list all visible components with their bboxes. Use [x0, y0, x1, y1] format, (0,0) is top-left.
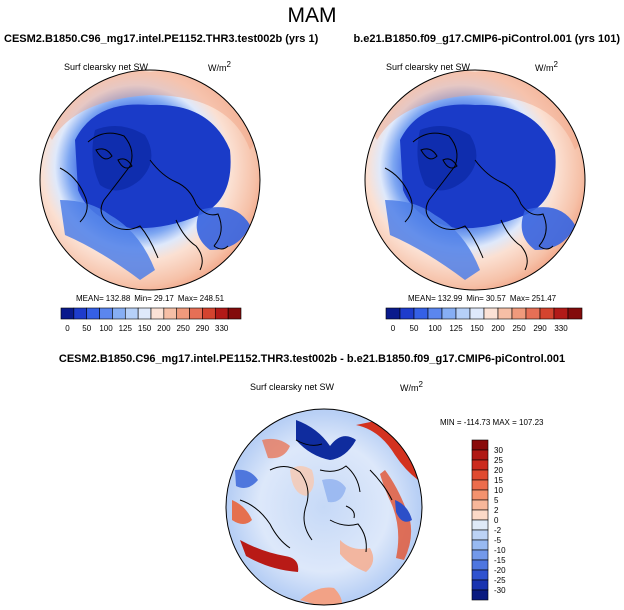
colorbar-left: 0 50 100 125 150 200 250 290 330	[60, 307, 242, 333]
units-label-right: W/m2	[535, 60, 559, 73]
colorbar-tick-label: 50	[410, 324, 419, 333]
colorbar-swatch	[471, 509, 489, 521]
case-title-diff: CESM2.B1850.C96_mg17.intel.PE1152.THR3.t…	[59, 353, 565, 365]
colorbar-swatch	[86, 307, 100, 320]
colorbar-swatch	[471, 469, 489, 481]
variable-label-left: Surf clearsky net SW	[64, 62, 149, 72]
colorbar-tick-label: 0	[391, 324, 396, 333]
colorbar-tick-label: 250	[176, 324, 190, 333]
colorbar-tick-label: 150	[138, 324, 152, 333]
colorbar-swatch	[471, 479, 489, 491]
colorbar-swatch	[189, 307, 203, 320]
colorbar-tick-label: 100	[99, 324, 113, 333]
colorbar-tick-label: 125	[119, 324, 133, 333]
colorbar-tick-label: 2	[494, 506, 499, 515]
colorbar-swatch	[471, 519, 489, 531]
colorbar-swatch	[427, 307, 443, 320]
figure-title: MAM	[288, 4, 337, 27]
colorbar-swatch	[202, 307, 216, 320]
colorbar-tick-label: 20	[494, 466, 503, 475]
panel-diff: CESM2.B1850.C96_mg17.intel.PE1152.THR3.t…	[59, 353, 565, 606]
colorbar-swatch	[471, 529, 489, 541]
colorbar-swatch	[163, 307, 178, 320]
colorbar-swatch	[539, 307, 555, 320]
colorbar-tick-label: -25	[494, 576, 506, 585]
colorbar-tick-label: 0	[494, 516, 499, 525]
colorbar-swatch	[176, 307, 190, 320]
colorbar-swatch	[471, 499, 489, 511]
colorbar-swatch	[525, 307, 541, 320]
case-title-left: CESM2.B1850.C96_mg17.intel.PE1152.THR3.t…	[4, 33, 319, 45]
colorbar-tick-label: -5	[494, 536, 502, 545]
colorbar-swatch	[497, 307, 513, 320]
colorbar-swatch	[124, 307, 139, 320]
colorbar-swatch	[214, 307, 229, 320]
polar-map-diff	[225, 408, 423, 606]
colorbar-swatch	[99, 307, 113, 320]
colorbar-swatch	[567, 307, 583, 320]
colorbar-swatch	[469, 307, 485, 320]
colorbar-tick-label: 25	[494, 456, 503, 465]
colorbar-swatch	[112, 307, 126, 320]
colorbar-swatch	[441, 307, 457, 320]
colorbar-tick-label: -20	[494, 566, 506, 575]
colorbar-tick-label: 50	[82, 324, 91, 333]
stats-left: MEAN= 132.88 Min= 29.17 Max= 248.51	[76, 294, 225, 303]
colorbar-swatch	[150, 307, 165, 320]
colorbar-swatch	[455, 307, 471, 320]
colorbar-tick-label: 5	[494, 496, 499, 505]
polar-map-left	[39, 69, 261, 291]
colorbar-tick-label: 0	[65, 324, 70, 333]
colorbar-swatch	[553, 307, 569, 320]
colorbar-tick-label: 100	[428, 324, 442, 333]
colorbar-swatch	[137, 307, 152, 320]
colorbar-tick-label: 15	[494, 476, 503, 485]
colorbar-swatch	[471, 549, 489, 561]
colorbar-swatch	[471, 569, 489, 581]
colorbar-tick-label: -10	[494, 546, 506, 555]
colorbar-tick-label: -30	[494, 586, 506, 595]
colorbar-tick-label: -15	[494, 556, 506, 565]
units-label-diff: W/m2	[400, 380, 424, 393]
colorbar-tick-label: 150	[470, 324, 484, 333]
colorbar-tick-label: 290	[196, 324, 210, 333]
colorbar-tick-label: 290	[533, 324, 547, 333]
polar-map-right	[364, 69, 586, 291]
colorbar-swatch	[471, 579, 489, 591]
colorbar-tick-label: 125	[449, 324, 463, 333]
colorbar-swatch	[511, 307, 527, 320]
colorbar-swatch	[471, 559, 489, 571]
colorbar-swatch	[471, 439, 489, 451]
colorbar-swatch	[471, 589, 489, 601]
colorbar-swatch	[413, 307, 429, 320]
colorbar-swatch	[471, 539, 489, 551]
colorbar-tick-label: 330	[554, 324, 568, 333]
colorbar-tick-label: 250	[512, 324, 526, 333]
case-title-right: b.e21.B1850.f09_g17.CMIP6-piControl.001 …	[353, 33, 620, 45]
colorbar-swatch	[471, 459, 489, 471]
colorbar-tick-label: 10	[494, 486, 503, 495]
colorbar-swatch	[471, 449, 489, 461]
colorbar-tick-label: 200	[157, 324, 171, 333]
colorbar-right: 0 50 100 125 150 200 250 290 330	[385, 307, 583, 333]
colorbar-tick-label: 200	[491, 324, 505, 333]
colorbar-tick-label: 30	[494, 446, 503, 455]
units-label-left: W/m2	[208, 60, 232, 73]
colorbar-swatch	[73, 307, 88, 320]
colorbar-swatch	[227, 307, 242, 320]
stats-diff: MIN = -114.73 MAX = 107.23	[440, 418, 544, 427]
colorbar-swatch	[399, 307, 415, 320]
colorbar-tick-label: -2	[494, 526, 502, 535]
colorbar-swatch	[483, 307, 499, 320]
panel-right: b.e21.B1850.f09_g17.CMIP6-piControl.001 …	[353, 33, 620, 333]
variable-label-right: Surf clearsky net SW	[386, 62, 471, 72]
panel-left: CESM2.B1850.C96_mg17.intel.PE1152.THR3.t…	[4, 33, 319, 333]
colorbar-swatch	[60, 307, 75, 320]
colorbar-swatch	[385, 307, 401, 320]
colorbar-tick-label: 330	[215, 324, 229, 333]
stats-right: MEAN= 132.99 Min= 30.57 Max= 251.47	[408, 294, 557, 303]
colorbar-swatch	[471, 489, 489, 501]
variable-label-diff: Surf clearsky net SW	[250, 382, 335, 392]
